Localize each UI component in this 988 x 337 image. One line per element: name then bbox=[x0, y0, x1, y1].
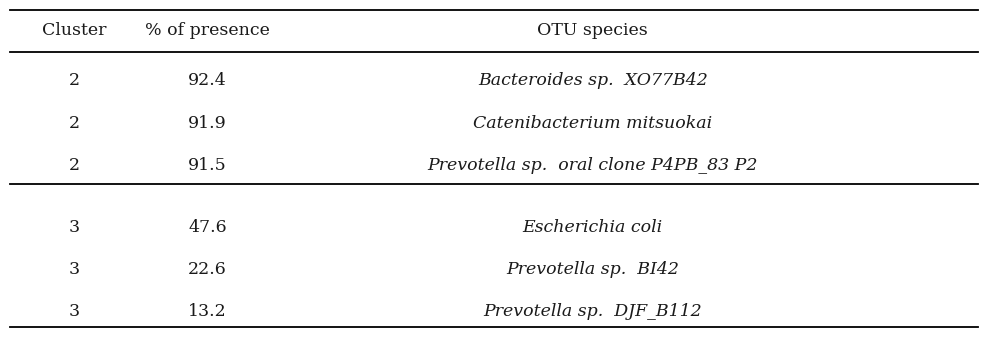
Text: Prevotella sp.  oral clone P4PB_83 P2: Prevotella sp. oral clone P4PB_83 P2 bbox=[428, 157, 758, 174]
Text: Prevotella sp.  BI42: Prevotella sp. BI42 bbox=[507, 261, 679, 278]
Text: Cluster: Cluster bbox=[41, 22, 107, 39]
Text: Prevotella sp.  DJF_B112: Prevotella sp. DJF_B112 bbox=[483, 303, 702, 320]
Text: 3: 3 bbox=[68, 261, 80, 278]
Text: 2: 2 bbox=[68, 157, 80, 174]
Text: 47.6: 47.6 bbox=[188, 219, 227, 236]
Text: Catenibacterium mitsuokai: Catenibacterium mitsuokai bbox=[473, 115, 712, 131]
Text: OTU species: OTU species bbox=[537, 22, 648, 39]
Text: % of presence: % of presence bbox=[145, 22, 270, 39]
Text: 91.5: 91.5 bbox=[188, 157, 227, 174]
Text: Bacteroides sp.  XO77B42: Bacteroides sp. XO77B42 bbox=[478, 72, 707, 89]
Text: 92.4: 92.4 bbox=[188, 72, 227, 89]
Text: 3: 3 bbox=[68, 303, 80, 320]
Text: 22.6: 22.6 bbox=[188, 261, 227, 278]
Text: 91.9: 91.9 bbox=[188, 115, 227, 131]
Text: 2: 2 bbox=[68, 72, 80, 89]
Text: 13.2: 13.2 bbox=[188, 303, 227, 320]
Text: 3: 3 bbox=[68, 219, 80, 236]
Text: Escherichia coli: Escherichia coli bbox=[523, 219, 663, 236]
Text: 2: 2 bbox=[68, 115, 80, 131]
